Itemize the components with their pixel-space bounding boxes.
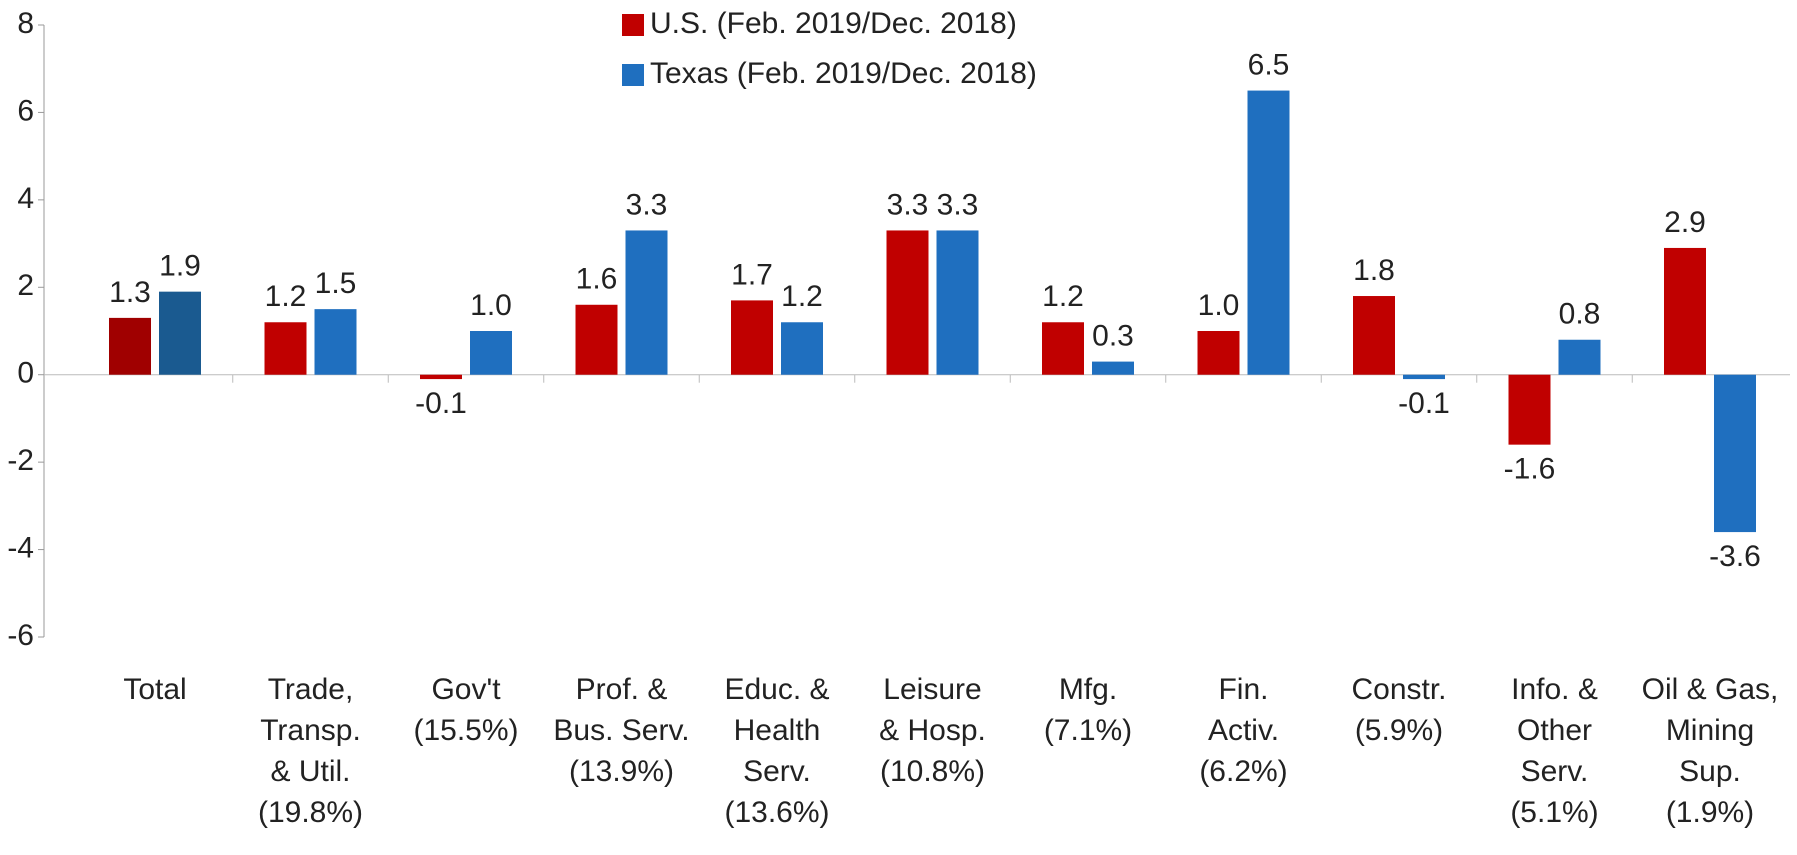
data-label: 2.9 [1664,206,1706,239]
y-tick-label: 2 [17,269,34,302]
x-tick-label: Mining [1666,714,1754,747]
data-label: 3.3 [937,188,979,221]
data-label: 0.3 [1092,320,1134,353]
bar [1403,374,1445,380]
legend-swatch [622,64,644,86]
data-label: -0.1 [415,387,467,420]
x-tick-label: & Util. [270,755,350,788]
bar [159,291,201,375]
x-tick-label: Sup. [1679,755,1741,788]
legend-label: U.S. (Feb. 2019/Dec. 2018) [650,7,1017,40]
bar [731,300,773,375]
bar [625,230,668,375]
data-label: 1.8 [1353,254,1395,287]
x-tick-label: Other [1517,714,1592,747]
bar [1247,90,1290,375]
x-tick-label: Mfg. [1059,673,1117,706]
x-tick-label: Transp. [260,714,361,747]
bar [109,317,151,375]
legend-label: Texas (Feb. 2019/Dec. 2018) [650,57,1037,90]
data-label: 1.9 [159,250,201,283]
x-tick-label: (13.9%) [569,755,674,788]
data-label: -3.6 [1709,540,1761,573]
bar [1197,331,1240,375]
x-tick-label: Leisure [883,673,981,706]
bar [314,309,357,375]
bar [420,374,462,380]
x-tick-label: Oil & Gas, [1642,673,1779,706]
x-tick-label: Bus. Serv. [553,714,689,747]
data-label: -0.1 [1398,387,1450,420]
data-label: 1.5 [315,267,357,300]
bar [936,230,979,375]
x-tick-label: Serv. [743,755,811,788]
y-tick-label: 0 [17,357,34,390]
data-label: 1.2 [265,280,307,313]
bar [264,322,307,375]
x-tick-label: Health [734,714,821,747]
bar [575,304,618,375]
x-tick-label: (19.8%) [258,796,363,829]
bar [1664,247,1706,375]
x-tick-label: Prof. & [576,673,668,706]
data-label: 1.3 [109,276,151,309]
data-label: 3.3 [626,188,668,221]
legend-swatch [622,14,644,36]
y-tick-label: -2 [7,444,34,477]
bar [1508,374,1551,445]
data-label: 6.5 [1248,48,1290,81]
x-tick-label: (5.1%) [1510,796,1598,829]
bar [781,322,823,375]
bar [886,230,929,375]
y-tick-label: -6 [7,619,34,652]
x-tick-label: Constr. [1351,673,1446,706]
x-tick-label: (15.5%) [413,714,518,747]
data-label: 0.8 [1559,298,1601,331]
data-label: 1.2 [781,280,823,313]
x-tick-label: Activ. [1208,714,1279,747]
x-tick-label: Fin. [1218,673,1268,706]
x-tick-label: Info. & [1511,673,1598,706]
y-tick-label: -4 [7,531,34,564]
data-label: 1.0 [470,289,512,322]
y-tick-label: 6 [17,94,34,127]
x-tick-label: Trade, [268,673,354,706]
bar [1042,322,1084,375]
data-label: -1.6 [1504,453,1556,486]
x-tick-label: (1.9%) [1666,796,1754,829]
x-tick-label: Educ. & [724,673,829,706]
x-tick-label: (5.9%) [1355,714,1443,747]
x-tick-label: Serv. [1521,755,1589,788]
bar [1714,374,1756,533]
bar [1558,339,1601,375]
data-label: 1.2 [1042,280,1084,313]
x-tick-label: (6.2%) [1199,755,1287,788]
data-label: 1.0 [1198,289,1240,322]
bar [1353,296,1395,375]
bar [470,331,512,375]
x-tick-label: (7.1%) [1044,714,1132,747]
data-label: 3.3 [887,188,929,221]
x-tick-label: Total [123,673,186,706]
x-tick-label: Gov't [431,673,501,706]
data-label: 1.7 [731,258,773,291]
bar [1092,361,1134,375]
x-tick-label: (10.8%) [880,755,985,788]
x-tick-label: & Hosp. [879,714,986,747]
y-tick-label: 4 [17,182,34,215]
data-label: 1.6 [576,263,618,296]
y-tick-label: 8 [17,7,34,40]
x-tick-label: (13.6%) [724,796,829,829]
